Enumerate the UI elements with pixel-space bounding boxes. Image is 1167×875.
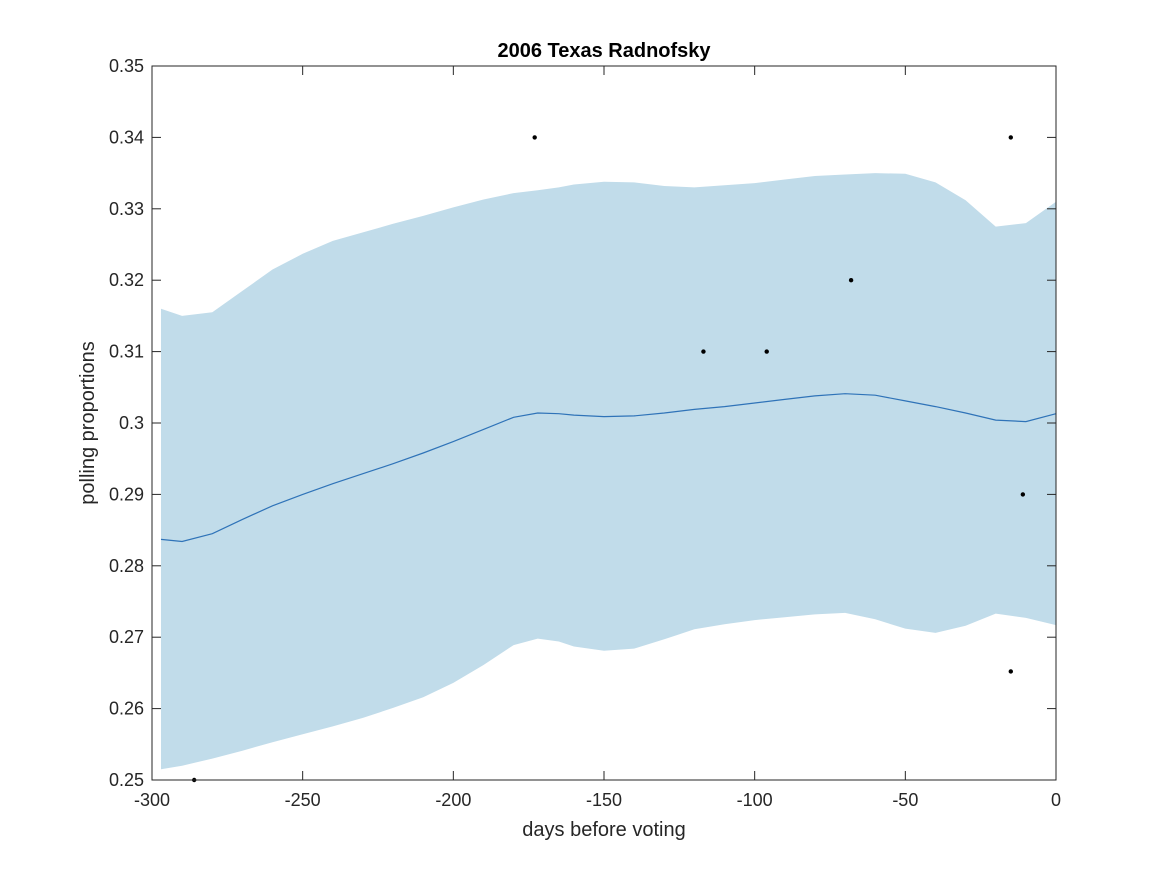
x-axis: -300 -250 -200 -150 -100 -50 0 (134, 66, 1061, 810)
data-points (191, 135, 1026, 783)
x-tick-label: -100 (737, 790, 773, 810)
x-tick-label: 0 (1051, 790, 1061, 810)
x-tick-label: -300 (134, 790, 170, 810)
x-tick-label: -200 (435, 790, 471, 810)
plot-area (160, 135, 1057, 783)
x-tick-label: -150 (586, 790, 622, 810)
y-axis: 0.25 0.26 0.27 0.28 0.29 0.3 0.31 0.32 0.33 0.34 0… (109, 56, 1056, 790)
y-tick-label: 0.29 (109, 484, 144, 504)
y-tick-label: 0.33 (109, 199, 144, 219)
y-tick-label: 0.3 (119, 413, 144, 433)
y-tick-label: 0.35 (109, 56, 144, 76)
data-point (764, 349, 769, 354)
data-point (1008, 669, 1013, 674)
chart-title: 2006 Texas Radnofsky (497, 40, 711, 62)
confidence-band (161, 173, 1056, 770)
data-point (1008, 135, 1013, 140)
y-tick-label: 0.28 (109, 556, 144, 576)
y-tick-label: 0.25 (109, 770, 144, 790)
data-point (532, 135, 537, 140)
y-tick-label: 0.26 (109, 699, 144, 719)
y-tick-label: 0.32 (109, 270, 144, 290)
data-point (848, 278, 854, 283)
y-tick-label: 0.34 (109, 127, 144, 147)
y-tick-label: 0.27 (109, 627, 144, 647)
y-tick-label: 0.31 (109, 342, 144, 362)
y-axis-label: polling proportions (77, 341, 99, 504)
data-point (701, 349, 706, 354)
x-axis-label: days before voting (522, 819, 685, 841)
x-tick-label: -50 (892, 790, 918, 810)
mean-curve (160, 393, 1057, 543)
x-tick-label: -250 (285, 790, 321, 810)
data-point (1020, 492, 1026, 497)
